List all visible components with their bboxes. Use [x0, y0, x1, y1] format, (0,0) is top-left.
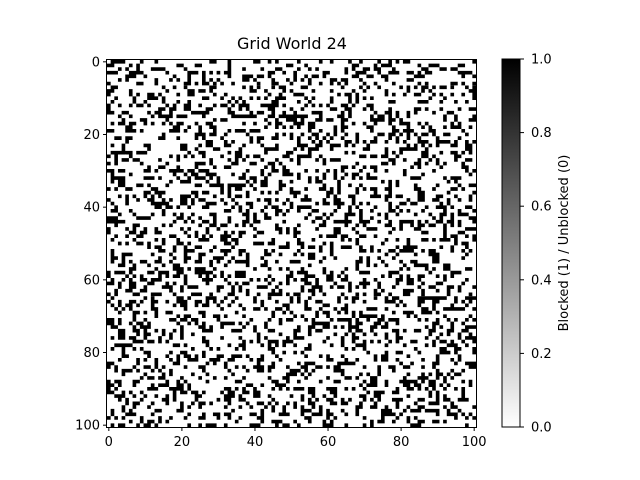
colorbar-tick-label: 0.4: [531, 273, 552, 288]
x-tick-label: 20: [174, 435, 191, 450]
x-axis: 0 20 40 60 80 100: [105, 427, 487, 450]
x-tick-label: 100: [462, 435, 487, 450]
blocked-cells: [107, 60, 477, 428]
colorbar-label: Blocked (1) / Unblocked (0): [557, 155, 572, 332]
x-tick-label: 0: [105, 435, 113, 450]
grid-cells: [107, 60, 477, 428]
colorbar-tick-label: 0.8: [531, 126, 552, 141]
x-tick-label: 40: [247, 435, 264, 450]
y-tick-label: 0: [92, 55, 100, 70]
chart-title: Grid World 24: [237, 34, 347, 53]
colorbar-tick-label: 1.0: [531, 53, 552, 68]
colorbar-axis: 0.0 0.2 0.4 0.6 0.8 1.0: [520, 53, 552, 436]
colorbar-tick-label: 0.6: [531, 200, 552, 215]
colorbar-tick-label: 0.0: [531, 421, 552, 436]
y-tick-label: 20: [83, 128, 100, 143]
x-tick-label: 60: [320, 435, 337, 450]
colorbar: [501, 58, 521, 428]
colorbar-tick-label: 0.2: [531, 347, 552, 362]
y-tick-label: 60: [83, 273, 100, 288]
x-tick-label: 80: [393, 435, 410, 450]
y-axis: 0 20 40 60 80 100: [75, 55, 107, 434]
y-tick-label: 40: [83, 201, 100, 216]
y-tick-label: 100: [75, 419, 100, 434]
plot-frame: [106, 59, 477, 428]
y-tick-label: 80: [83, 346, 100, 361]
